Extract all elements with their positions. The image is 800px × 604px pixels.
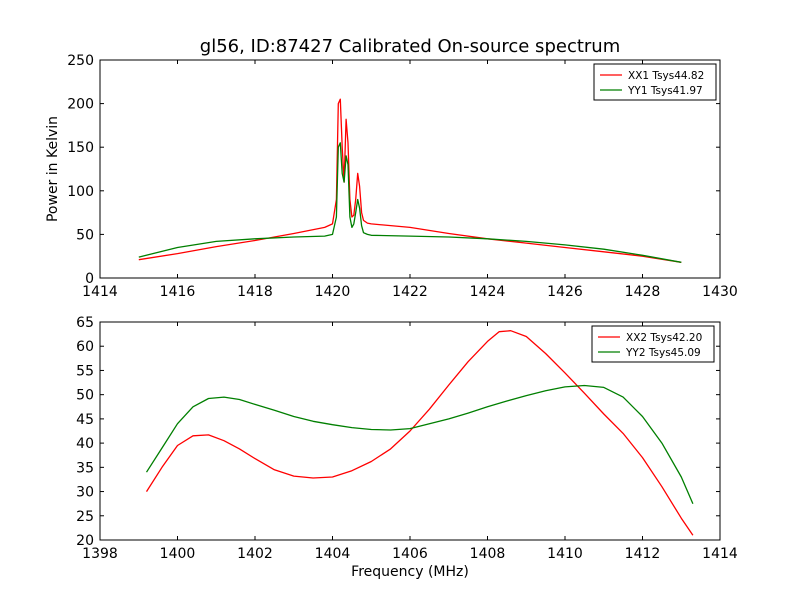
- x-tick-label: 1414: [82, 284, 118, 300]
- legend-box: [593, 63, 717, 101]
- y-tick-label: 35: [76, 460, 94, 476]
- y-tick-label: 200: [67, 97, 94, 113]
- x-tick-label: 1400: [160, 546, 196, 562]
- legend-label: YY1 Tsys41.97: [627, 85, 703, 97]
- x-tick-label: 1422: [392, 284, 428, 300]
- y-tick-label: 50: [76, 227, 94, 243]
- legend: XX1 Tsys44.82 YY1 Tsys41.97: [593, 63, 717, 101]
- y-tick-label: 65: [76, 315, 94, 331]
- x-tick-label: 1404: [315, 546, 351, 562]
- y-tick-label: 20: [76, 533, 94, 549]
- y-tick-label: 45: [76, 412, 94, 428]
- y-tick-label: 150: [67, 140, 94, 156]
- x-tick-label: 1418: [237, 284, 273, 300]
- x-tick-label: 1402: [237, 546, 273, 562]
- y-tick-label: 30: [76, 485, 94, 501]
- y-tick-label: 250: [67, 53, 94, 69]
- legend-label: XX1 Tsys44.82: [628, 70, 704, 82]
- x-tick-label: 1428: [625, 284, 661, 300]
- bottom-panel: 1398 1400 1402 1404 1406 1408 1410 1412 1414 20 25…: [76, 315, 738, 580]
- series-line-2-2: [145, 384, 694, 504]
- legend-box: [591, 325, 715, 363]
- series-line-2-1: [145, 330, 694, 536]
- chart-title: gl56, ID:87427 Calibrated On-source spec…: [200, 36, 620, 57]
- y-tick-label: 60: [76, 339, 94, 355]
- x-tick-label: 1420: [315, 284, 351, 300]
- x-tick-label: 1410: [547, 546, 583, 562]
- legend: XX2 Tsys42.20 YY2 Tsys45.09: [591, 325, 715, 363]
- x-tick-label: 1414: [702, 546, 738, 562]
- x-tick-label: 1424: [470, 284, 506, 300]
- y-tick-label: 55: [76, 363, 94, 379]
- x-tick-label: 1412: [625, 546, 661, 562]
- x-tick-label: 1406: [392, 546, 428, 562]
- x-axis-label: Frequency (MHz): [351, 564, 469, 580]
- legend-label: YY2 Tsys45.09: [625, 347, 701, 359]
- x-tick-label: 1398: [82, 546, 118, 562]
- legend-label: XX2 Tsys42.20: [626, 332, 702, 344]
- x-tick-label: 1416: [160, 284, 196, 300]
- series-line-1-2: [138, 142, 682, 263]
- y-tick-label: 50: [76, 388, 94, 404]
- y-axis-label: Power in Kelvin: [45, 116, 61, 222]
- x-tick-label: 1426: [547, 284, 583, 300]
- y-tick-label: 40: [76, 436, 94, 452]
- y-tick-label: 0: [85, 271, 94, 287]
- y-tick-label: 100: [67, 184, 94, 200]
- top-panel: 1414 1416 1418 1420 1422 1424 1426 1428 1430 0 50 1…: [45, 53, 738, 300]
- y-tick-label: 25: [76, 509, 94, 525]
- x-tick-label: 1430: [702, 284, 738, 300]
- x-tick-label: 1408: [470, 546, 506, 562]
